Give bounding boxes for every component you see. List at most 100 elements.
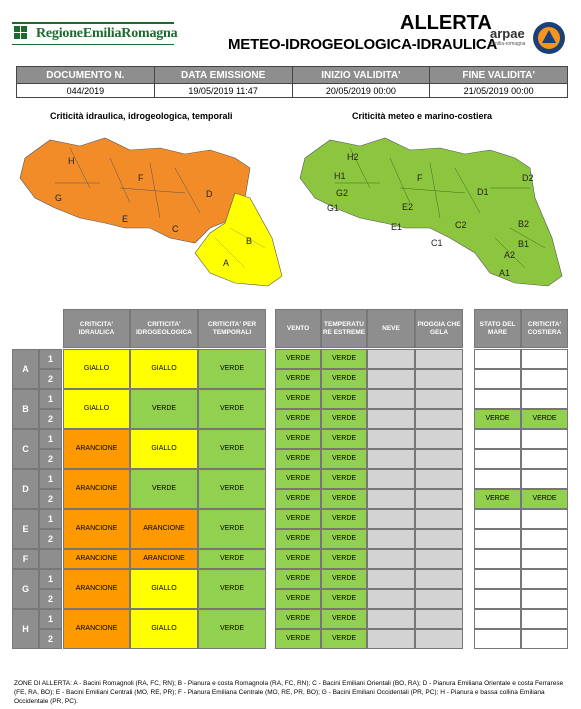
vento-cell: VERDE <box>275 429 321 449</box>
left-map-title: Criticità idraulica, idrogeologica, temp… <box>50 111 233 121</box>
vento-cell: VERDE <box>275 609 321 629</box>
stato-mare-cell <box>474 609 521 629</box>
vento-cell: VERDE <box>275 469 321 489</box>
criticita-costiera-cell: VERDE <box>521 489 568 509</box>
pioggia-gela-cell <box>415 609 463 629</box>
header-criticita-temporali: CRITICITA' PER TEMPORALI <box>198 309 266 348</box>
zone-label-d: D <box>12 469 39 509</box>
stato-mare-cell <box>474 449 521 469</box>
header-criticita-idrogeologica: CRITICITA' IDROGEOLOGICA <box>130 309 198 348</box>
temperature-cell: VERDE <box>321 589 367 609</box>
subzone-label: 2 <box>39 409 62 429</box>
vento-cell: VERDE <box>275 409 321 429</box>
criticita-costiera-cell <box>521 629 568 649</box>
pioggia-gela-cell <box>415 369 463 389</box>
subzone-label <box>39 549 62 569</box>
col-valid-from: INIZIO VALIDITA' <box>291 66 431 84</box>
criticita-costiera-cell: VERDE <box>521 409 568 429</box>
subzone-label: 1 <box>39 509 62 529</box>
right-label-c2: C2 <box>455 220 467 230</box>
stato-mare-cell <box>474 509 521 529</box>
right-label-h2: H2 <box>347 152 359 162</box>
alert-subtitle: METEO-IDROGEOLOGICA-IDRAULICA <box>228 36 498 53</box>
pioggia-gela-cell <box>415 489 463 509</box>
neve-cell <box>367 449 415 469</box>
temperature-cell: VERDE <box>321 429 367 449</box>
subzone-label: 1 <box>39 429 62 449</box>
header-criticita-costiera: CRITICITA' COSTIERA <box>521 309 568 348</box>
criticita-costiera-cell <box>521 569 568 589</box>
col-valid-to: FINE VALIDITA' <box>429 66 568 84</box>
right-label-g2: G2 <box>336 188 348 198</box>
left-label-a: A <box>223 258 229 268</box>
criticita-temporali-cell: VERDE <box>198 569 266 609</box>
criticita-costiera-cell <box>521 529 568 549</box>
criticita-costiera-cell <box>521 449 568 469</box>
protezione-civile-logo <box>533 22 565 54</box>
subzone-label: 1 <box>39 389 62 409</box>
left-label-f: F <box>138 173 144 183</box>
header-stato-mare: STATO DEL MARE <box>474 309 521 348</box>
zone-label-b: B <box>12 389 39 429</box>
criticita-temporali-cell: VERDE <box>198 389 266 429</box>
criticita-idraulica-map: H G F E D C B A <box>19 137 283 287</box>
regione-logo: RegioneEmiliaRomagna <box>12 18 178 48</box>
criticita-costiera-cell <box>521 509 568 529</box>
right-label-g1: G1 <box>327 203 339 213</box>
neve-cell <box>367 509 415 529</box>
criticita-idrogeologica-cell: GIALLO <box>130 569 198 609</box>
right-label-h1: H1 <box>334 171 346 181</box>
doc-number: 044/2019 <box>16 83 155 98</box>
right-label-a2: A2 <box>504 250 515 260</box>
right-label-f: F <box>417 173 423 183</box>
stato-mare-cell <box>474 549 521 569</box>
document-info-table: DOCUMENTO N. DATA EMISSIONE INIZIO VALID… <box>16 66 568 98</box>
zone-label-e: E <box>12 509 39 549</box>
temperature-cell: VERDE <box>321 409 367 429</box>
criticita-idraulica-cell: ARANCIONE <box>63 509 130 549</box>
criticita-temporali-cell: VERDE <box>198 609 266 649</box>
valid-to: 21/05/2019 00:00 <box>429 83 568 98</box>
criticita-temporali-cell: VERDE <box>198 349 266 389</box>
temperature-cell: VERDE <box>321 349 367 369</box>
subzone-label: 1 <box>39 349 62 369</box>
header-temperature-estreme: TEMPERATU RE ESTREME <box>321 309 367 348</box>
alert-title: ALLERTA <box>400 12 492 34</box>
arpae-logo: arpae <box>490 26 525 41</box>
criticita-idraulica-cell: ARANCIONE <box>63 469 130 509</box>
criticita-costiera-cell <box>521 369 568 389</box>
temperature-cell: VERDE <box>321 469 367 489</box>
temperature-cell: VERDE <box>321 369 367 389</box>
stato-mare-cell <box>474 589 521 609</box>
criticita-idrogeologica-cell: GIALLO <box>130 349 198 389</box>
pioggia-gela-cell <box>415 569 463 589</box>
criticita-costiera-cell <box>521 589 568 609</box>
temperature-cell: VERDE <box>321 529 367 549</box>
header-pioggia-gela: PIOGGIA CHE GELA <box>415 309 463 348</box>
header-neve: NEVE <box>367 309 415 348</box>
vento-cell: VERDE <box>275 589 321 609</box>
pioggia-gela-cell <box>415 629 463 649</box>
zone-label-h: H <box>12 609 39 649</box>
criticita-costiera-cell <box>521 609 568 629</box>
subzone-label: 1 <box>39 569 62 589</box>
subzone-label: 1 <box>39 609 62 629</box>
left-label-h: H <box>68 156 75 166</box>
subzone-label: 1 <box>39 469 62 489</box>
pioggia-gela-cell <box>415 589 463 609</box>
pioggia-gela-cell <box>415 429 463 449</box>
pioggia-gela-cell <box>415 529 463 549</box>
col-issue-date: DATA EMISSIONE <box>153 66 293 84</box>
criticita-temporali-cell: VERDE <box>198 549 266 569</box>
criticita-costiera-cell <box>521 469 568 489</box>
header-vento: VENTO <box>275 309 321 348</box>
neve-cell <box>367 429 415 449</box>
org-name: RegioneEmiliaRomagna <box>36 26 178 41</box>
col-doc-number: DOCUMENTO N. <box>16 66 155 84</box>
temperature-cell: VERDE <box>321 629 367 649</box>
right-label-d1: D1 <box>477 187 489 197</box>
vento-cell: VERDE <box>275 509 321 529</box>
stato-mare-cell <box>474 349 521 369</box>
vento-cell: VERDE <box>275 369 321 389</box>
zone-legend-footnote: ZONE DI ALLERTA: A - Bacini Romagnoli (R… <box>14 680 564 705</box>
